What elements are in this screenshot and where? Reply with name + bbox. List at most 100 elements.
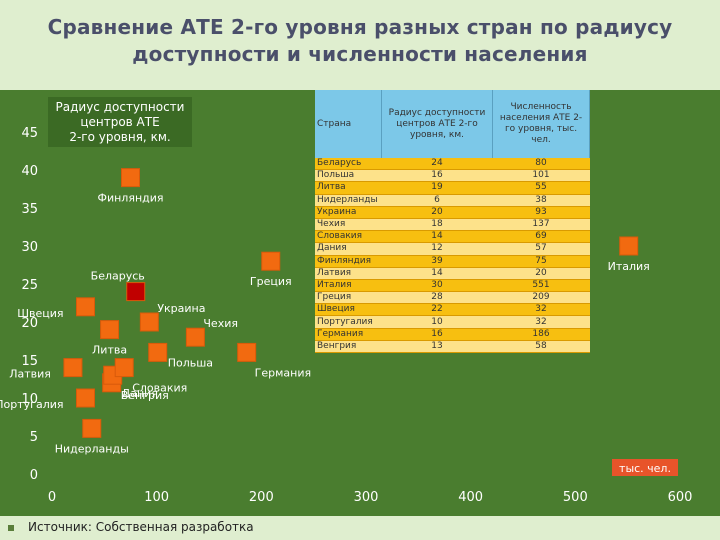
cell-country: Чехия xyxy=(315,218,382,232)
cell-population: 69 xyxy=(492,230,590,244)
data-point-label: Португалия xyxy=(0,398,63,411)
table-row: Польша 16 101 xyxy=(315,169,590,183)
cell-country: Беларусь xyxy=(315,158,382,171)
y-axis-label-box xyxy=(48,97,192,147)
cell-population: 57 xyxy=(492,242,590,256)
cell-radius: 16 xyxy=(381,328,493,341)
data-point-label: Финляндия xyxy=(97,192,163,205)
slide-title: Сравнение АТЕ 2-го уровня разных стран п… xyxy=(0,14,720,68)
cell-country: Польша xyxy=(315,169,382,183)
table-row: Финляндия 39 75 xyxy=(315,255,590,268)
x-tick-label: 0 xyxy=(48,490,56,505)
cell-country: Венгрия xyxy=(315,340,382,354)
cell-country: Швеция xyxy=(315,303,382,317)
bullet-icon xyxy=(8,524,14,531)
y-tick-label: 30 xyxy=(21,240,38,255)
cell-country: Финляндия xyxy=(315,255,382,268)
cell-country: Дания xyxy=(315,242,382,256)
x-axis-label: тыс. чел. xyxy=(619,462,671,475)
x-tick-label: 500 xyxy=(563,490,588,505)
data-point-marker xyxy=(114,358,134,378)
data-point-label: Украина xyxy=(157,302,205,315)
table-row: Литва 19 55 xyxy=(315,181,590,195)
y-tick-label: 45 xyxy=(21,126,38,141)
header-population: Численность населения АТЕ 2-го уровня, т… xyxy=(492,90,590,158)
y-tick-label: 10 xyxy=(21,392,38,407)
data-table: Страна Радиус доступности центров АТЕ 2-… xyxy=(315,90,590,354)
cell-radius: 12 xyxy=(381,242,493,256)
data-point-label: Латвия xyxy=(9,368,51,381)
title-line-2: доступности и численности населения xyxy=(132,42,588,66)
table-row: Греция 28 209 xyxy=(315,291,590,305)
table-row: Беларусь 24 80 xyxy=(315,158,590,171)
cell-radius: 13 xyxy=(381,340,493,354)
cell-population: 80 xyxy=(492,158,590,171)
data-point-label: Беларусь xyxy=(91,270,145,283)
header-country: Страна xyxy=(315,90,382,158)
cell-population: 20 xyxy=(492,267,590,280)
cell-population: 55 xyxy=(492,181,590,195)
cell-radius: 16 xyxy=(381,169,493,183)
cell-population: 101 xyxy=(492,169,590,183)
cell-population: 32 xyxy=(492,315,590,329)
cell-radius: 10 xyxy=(381,315,493,329)
table-row: Словакия 14 69 xyxy=(315,230,590,244)
data-point-label: Греция xyxy=(250,275,292,288)
table-row: Латвия 14 20 xyxy=(315,267,590,280)
table-row: Португалия 10 32 xyxy=(315,315,590,329)
data-point-marker xyxy=(63,358,83,378)
x-tick-label: 300 xyxy=(354,490,379,505)
data-point-label: Италия xyxy=(608,260,650,273)
title-line-1: Сравнение АТЕ 2-го уровня разных стран п… xyxy=(47,15,673,39)
data-point-label: Швеция xyxy=(17,307,63,320)
cell-radius: 20 xyxy=(381,206,493,219)
cell-radius: 6 xyxy=(381,194,493,207)
y-tick-label: 25 xyxy=(21,278,38,293)
table-body: Беларусь 24 80 Польша 16 101 Литва 19 55 Нидерлан… xyxy=(315,158,590,354)
data-point-marker xyxy=(148,342,168,362)
cell-population: 32 xyxy=(492,303,590,317)
y-axis-label-line-2: центров АТЕ xyxy=(80,115,159,129)
table-row: Нидерланды 6 38 xyxy=(315,194,590,207)
y-tick-label: 15 xyxy=(21,354,38,369)
y-axis-label-line-1: Радиус доступности xyxy=(56,100,185,114)
data-point-marker xyxy=(126,282,146,302)
data-point-label: Литва xyxy=(92,344,127,357)
data-point-marker xyxy=(237,342,257,362)
cell-radius: 19 xyxy=(381,181,493,195)
y-tick-label: 40 xyxy=(21,164,38,179)
x-tick-label: 200 xyxy=(249,490,274,505)
data-point-marker xyxy=(100,320,120,340)
header-radius: Радиус доступности центров АТЕ 2-го уров… xyxy=(381,90,493,158)
data-point-marker xyxy=(121,168,140,188)
data-point-marker xyxy=(261,251,281,271)
cell-population: 38 xyxy=(492,194,590,207)
data-point-label: Польша xyxy=(168,356,213,369)
cell-country: Украина xyxy=(315,206,382,219)
cell-country: Германия xyxy=(315,328,382,341)
cell-radius: 22 xyxy=(381,303,493,317)
cell-radius: 18 xyxy=(381,218,493,232)
table-row: Дания 12 57 xyxy=(315,242,590,256)
cell-population: 551 xyxy=(492,279,590,293)
cell-population: 186 xyxy=(492,328,590,341)
cell-radius: 24 xyxy=(381,158,493,171)
source-note: Источник: Собственная разработка xyxy=(8,520,254,534)
table-row: Швеция 22 32 xyxy=(315,303,590,317)
table-row: Италия 30 551 xyxy=(315,279,590,293)
x-tick-label: 600 xyxy=(668,490,693,505)
x-tick-label: 400 xyxy=(458,490,483,505)
data-point-label: Германия xyxy=(255,366,311,379)
y-axis-label-line-3: 2-го уровня, км. xyxy=(69,130,170,144)
cell-country: Литва xyxy=(315,181,382,195)
data-point-marker xyxy=(185,327,205,347)
cell-population: 75 xyxy=(492,255,590,268)
cell-radius: 30 xyxy=(381,279,493,293)
cell-country: Словакия xyxy=(315,230,382,244)
cell-radius: 28 xyxy=(381,291,493,305)
source-text: Источник: Собственная разработка xyxy=(28,520,254,534)
cell-population: 58 xyxy=(492,340,590,354)
data-point-marker xyxy=(139,312,159,332)
cell-radius: 14 xyxy=(381,230,493,244)
